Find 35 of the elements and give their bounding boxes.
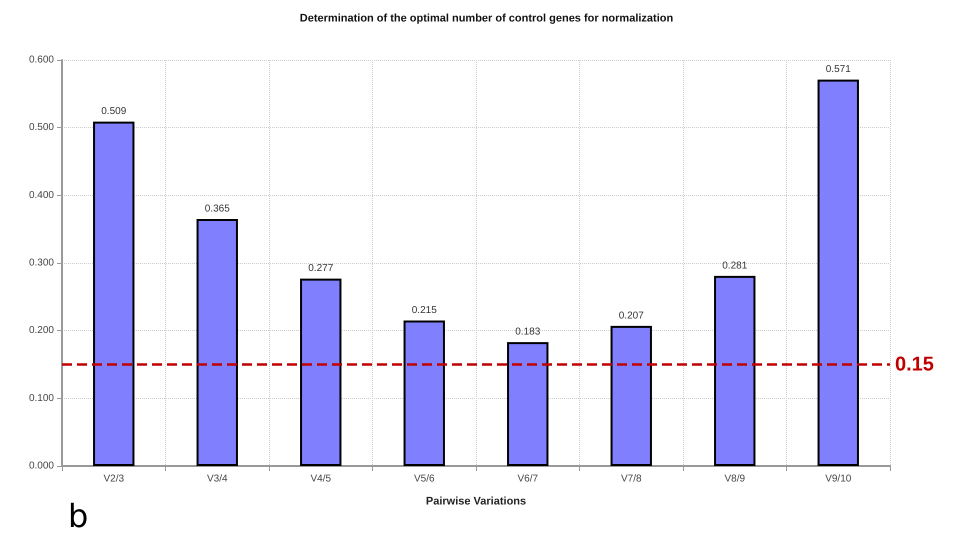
x-tick-label: V6/7 [517, 474, 538, 484]
bar [507, 342, 548, 466]
data-label: 0.571 [826, 64, 852, 76]
bar [93, 122, 134, 466]
data-label: 0.509 [101, 106, 127, 118]
x-tick-label: V7/8 [620, 474, 642, 484]
y-tick-label: 0.200 [28, 325, 54, 336]
data-label: 0.277 [308, 263, 334, 274]
chart-title: Determination of the optimal number of control genes for normalization [300, 12, 674, 24]
bar [610, 326, 652, 466]
data-label: 0.365 [204, 204, 230, 215]
y-tick-label: 0.300 [28, 258, 54, 268]
x-tick-label: V5/6 [414, 474, 435, 484]
x-tick-label: V4/5 [310, 474, 332, 484]
y-tick-label: 0.500 [28, 122, 54, 134]
x-tick-label: V2/3 [103, 474, 124, 484]
bar [818, 80, 859, 466]
y-tick-label: 0.100 [28, 392, 54, 404]
bar [300, 278, 342, 466]
ref-line-label: 0.15 [895, 354, 934, 376]
y-tick-label: 0.400 [28, 190, 54, 201]
x-tick-label: V9/10 [825, 474, 852, 484]
data-label: 0.215 [412, 305, 438, 316]
text: b [68, 497, 88, 535]
bar [196, 219, 238, 466]
y-tick-label: 0.600 [28, 54, 54, 66]
y-tick-label: 0.000 [28, 460, 54, 472]
bar [714, 276, 756, 466]
x-tick-label: V3/4 [206, 474, 228, 484]
data-label: 0.281 [722, 260, 748, 272]
data-label: 0.183 [515, 326, 541, 338]
data-label: 0.207 [618, 310, 644, 322]
bar [404, 320, 445, 466]
x-tick-label: V8/9 [724, 474, 746, 484]
x-axis-title: Pairwise Variations [426, 496, 526, 508]
